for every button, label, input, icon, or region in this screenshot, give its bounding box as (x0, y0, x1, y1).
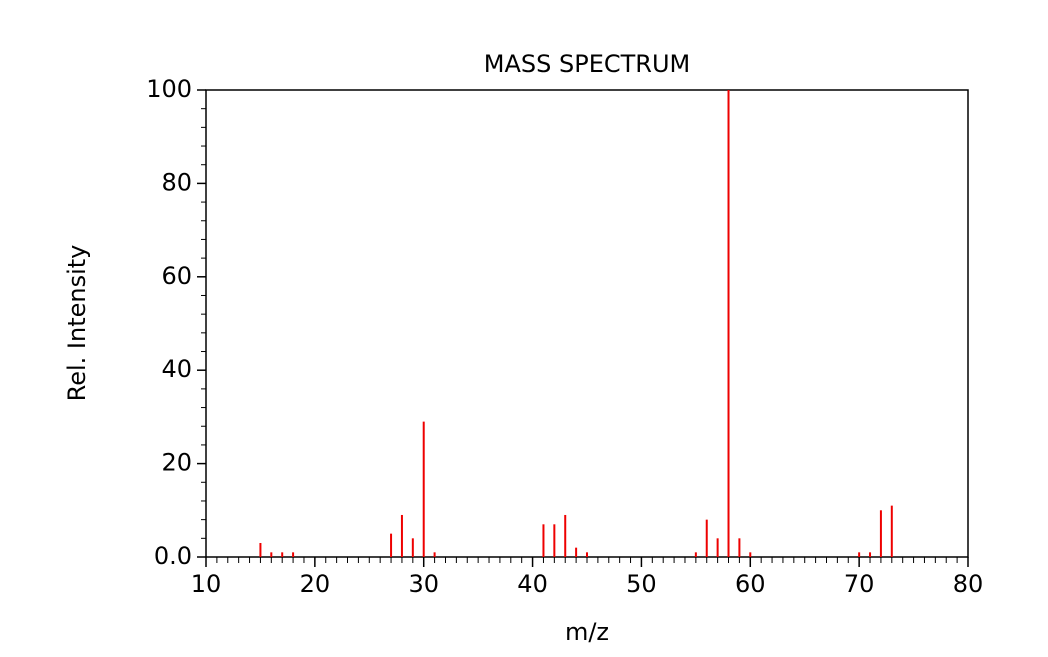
x-tick-label: 50 (626, 570, 657, 598)
y-tick-label: 100 (146, 75, 192, 103)
x-tick-label: 60 (735, 570, 766, 598)
x-tick-label: 30 (408, 570, 439, 598)
plot-frame (205, 89, 969, 558)
x-tick-label: 80 (953, 570, 984, 598)
x-axis-label: m/z (565, 618, 609, 646)
y-tick-label: 80 (161, 168, 192, 196)
x-tick-label: 70 (844, 570, 875, 598)
chart-title: MASS SPECTRUM (484, 50, 690, 78)
y-axis-label: Rel. Intensity (63, 245, 91, 402)
y-tick-label: 40 (161, 355, 192, 383)
x-tick-label: 20 (300, 570, 331, 598)
y-tick-label: 20 (161, 449, 192, 477)
x-tick-label: 40 (517, 570, 548, 598)
y-tick-label: 0.0 (154, 542, 192, 570)
y-tick-label: 60 (161, 262, 192, 290)
x-tick-label: 10 (191, 570, 222, 598)
